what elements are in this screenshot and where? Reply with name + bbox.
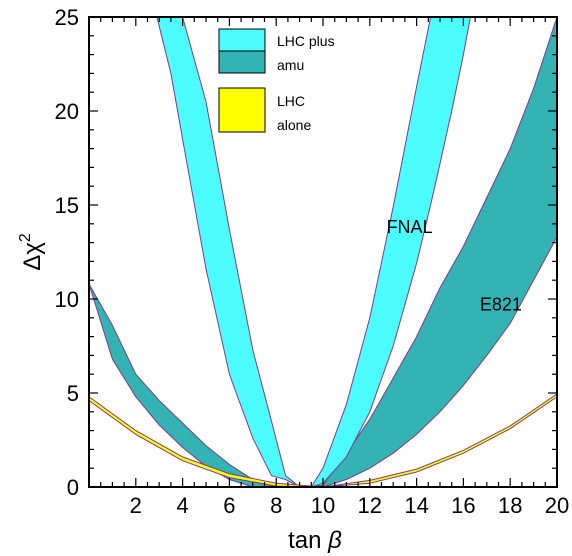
legend-label-2a: LHC [277,93,305,109]
legend: LHC plus amu LHC alone [218,28,335,133]
y-tick-label: 10 [55,287,79,312]
band-e821 [89,17,557,487]
x-axis-label: tan β [288,527,342,554]
x-tick-label: 8 [270,493,282,518]
x-tick-label: 20 [545,493,569,518]
band-lhc-alone [89,393,557,487]
y-tick-label: 5 [67,381,79,406]
x-tick-label: 10 [311,493,335,518]
legend-label-1a: LHC plus [277,33,335,49]
chart-bands [89,17,557,487]
annotation-fnal: FNAL [387,217,433,237]
legend-swatch-yellow [218,87,266,133]
legend-label-1b: amu [277,57,304,73]
y-tick-label: 0 [67,475,79,500]
x-tick-label: 4 [176,493,188,518]
band-fnal [156,17,471,487]
legend-swatch-teal [218,50,266,74]
axis-ticks [88,16,558,488]
legend-label-2b: alone [277,117,311,133]
y-axis-label: Δχ2 [17,233,46,271]
axis-tick-labels: 2 4 6 8 10 12 14 16 18 20 0 5 10 15 20 25 [55,5,570,518]
y-tick-label: 20 [55,99,79,124]
annotation-e821: E821 [480,294,522,314]
x-tick-label: 18 [498,493,522,518]
y-tick-label: 25 [55,5,79,30]
x-tick-label: 6 [223,493,235,518]
x-tick-label: 12 [358,493,382,518]
x-tick-label: 16 [451,493,475,518]
y-tick-label: 15 [55,193,79,218]
x-tick-label: 14 [404,493,428,518]
x-tick-label: 2 [130,493,142,518]
legend-swatch-cyan [218,28,266,52]
